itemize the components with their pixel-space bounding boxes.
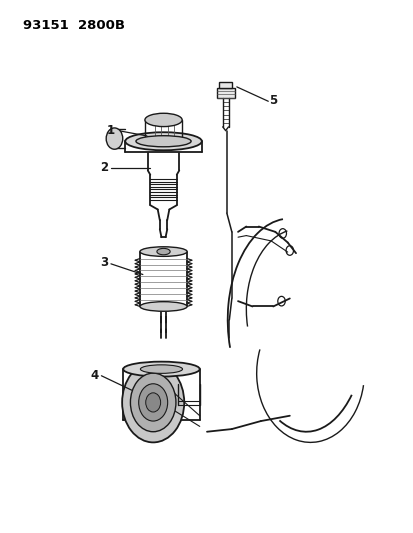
Ellipse shape: [106, 128, 122, 149]
Text: 4: 4: [90, 369, 98, 382]
Text: 5: 5: [268, 94, 277, 107]
Ellipse shape: [135, 136, 191, 147]
Ellipse shape: [157, 248, 170, 255]
Ellipse shape: [145, 114, 182, 127]
Text: 93151  2800B: 93151 2800B: [23, 19, 124, 31]
Ellipse shape: [123, 361, 199, 376]
Circle shape: [130, 373, 176, 432]
FancyBboxPatch shape: [216, 88, 234, 98]
Ellipse shape: [140, 365, 182, 373]
Circle shape: [138, 384, 167, 421]
FancyBboxPatch shape: [219, 82, 231, 88]
Ellipse shape: [140, 247, 187, 256]
Ellipse shape: [125, 132, 202, 150]
Text: 2: 2: [100, 161, 108, 174]
Text: 1: 1: [107, 124, 115, 136]
Ellipse shape: [140, 302, 187, 311]
Text: 3: 3: [100, 256, 108, 269]
Circle shape: [145, 393, 160, 412]
Circle shape: [122, 362, 184, 442]
